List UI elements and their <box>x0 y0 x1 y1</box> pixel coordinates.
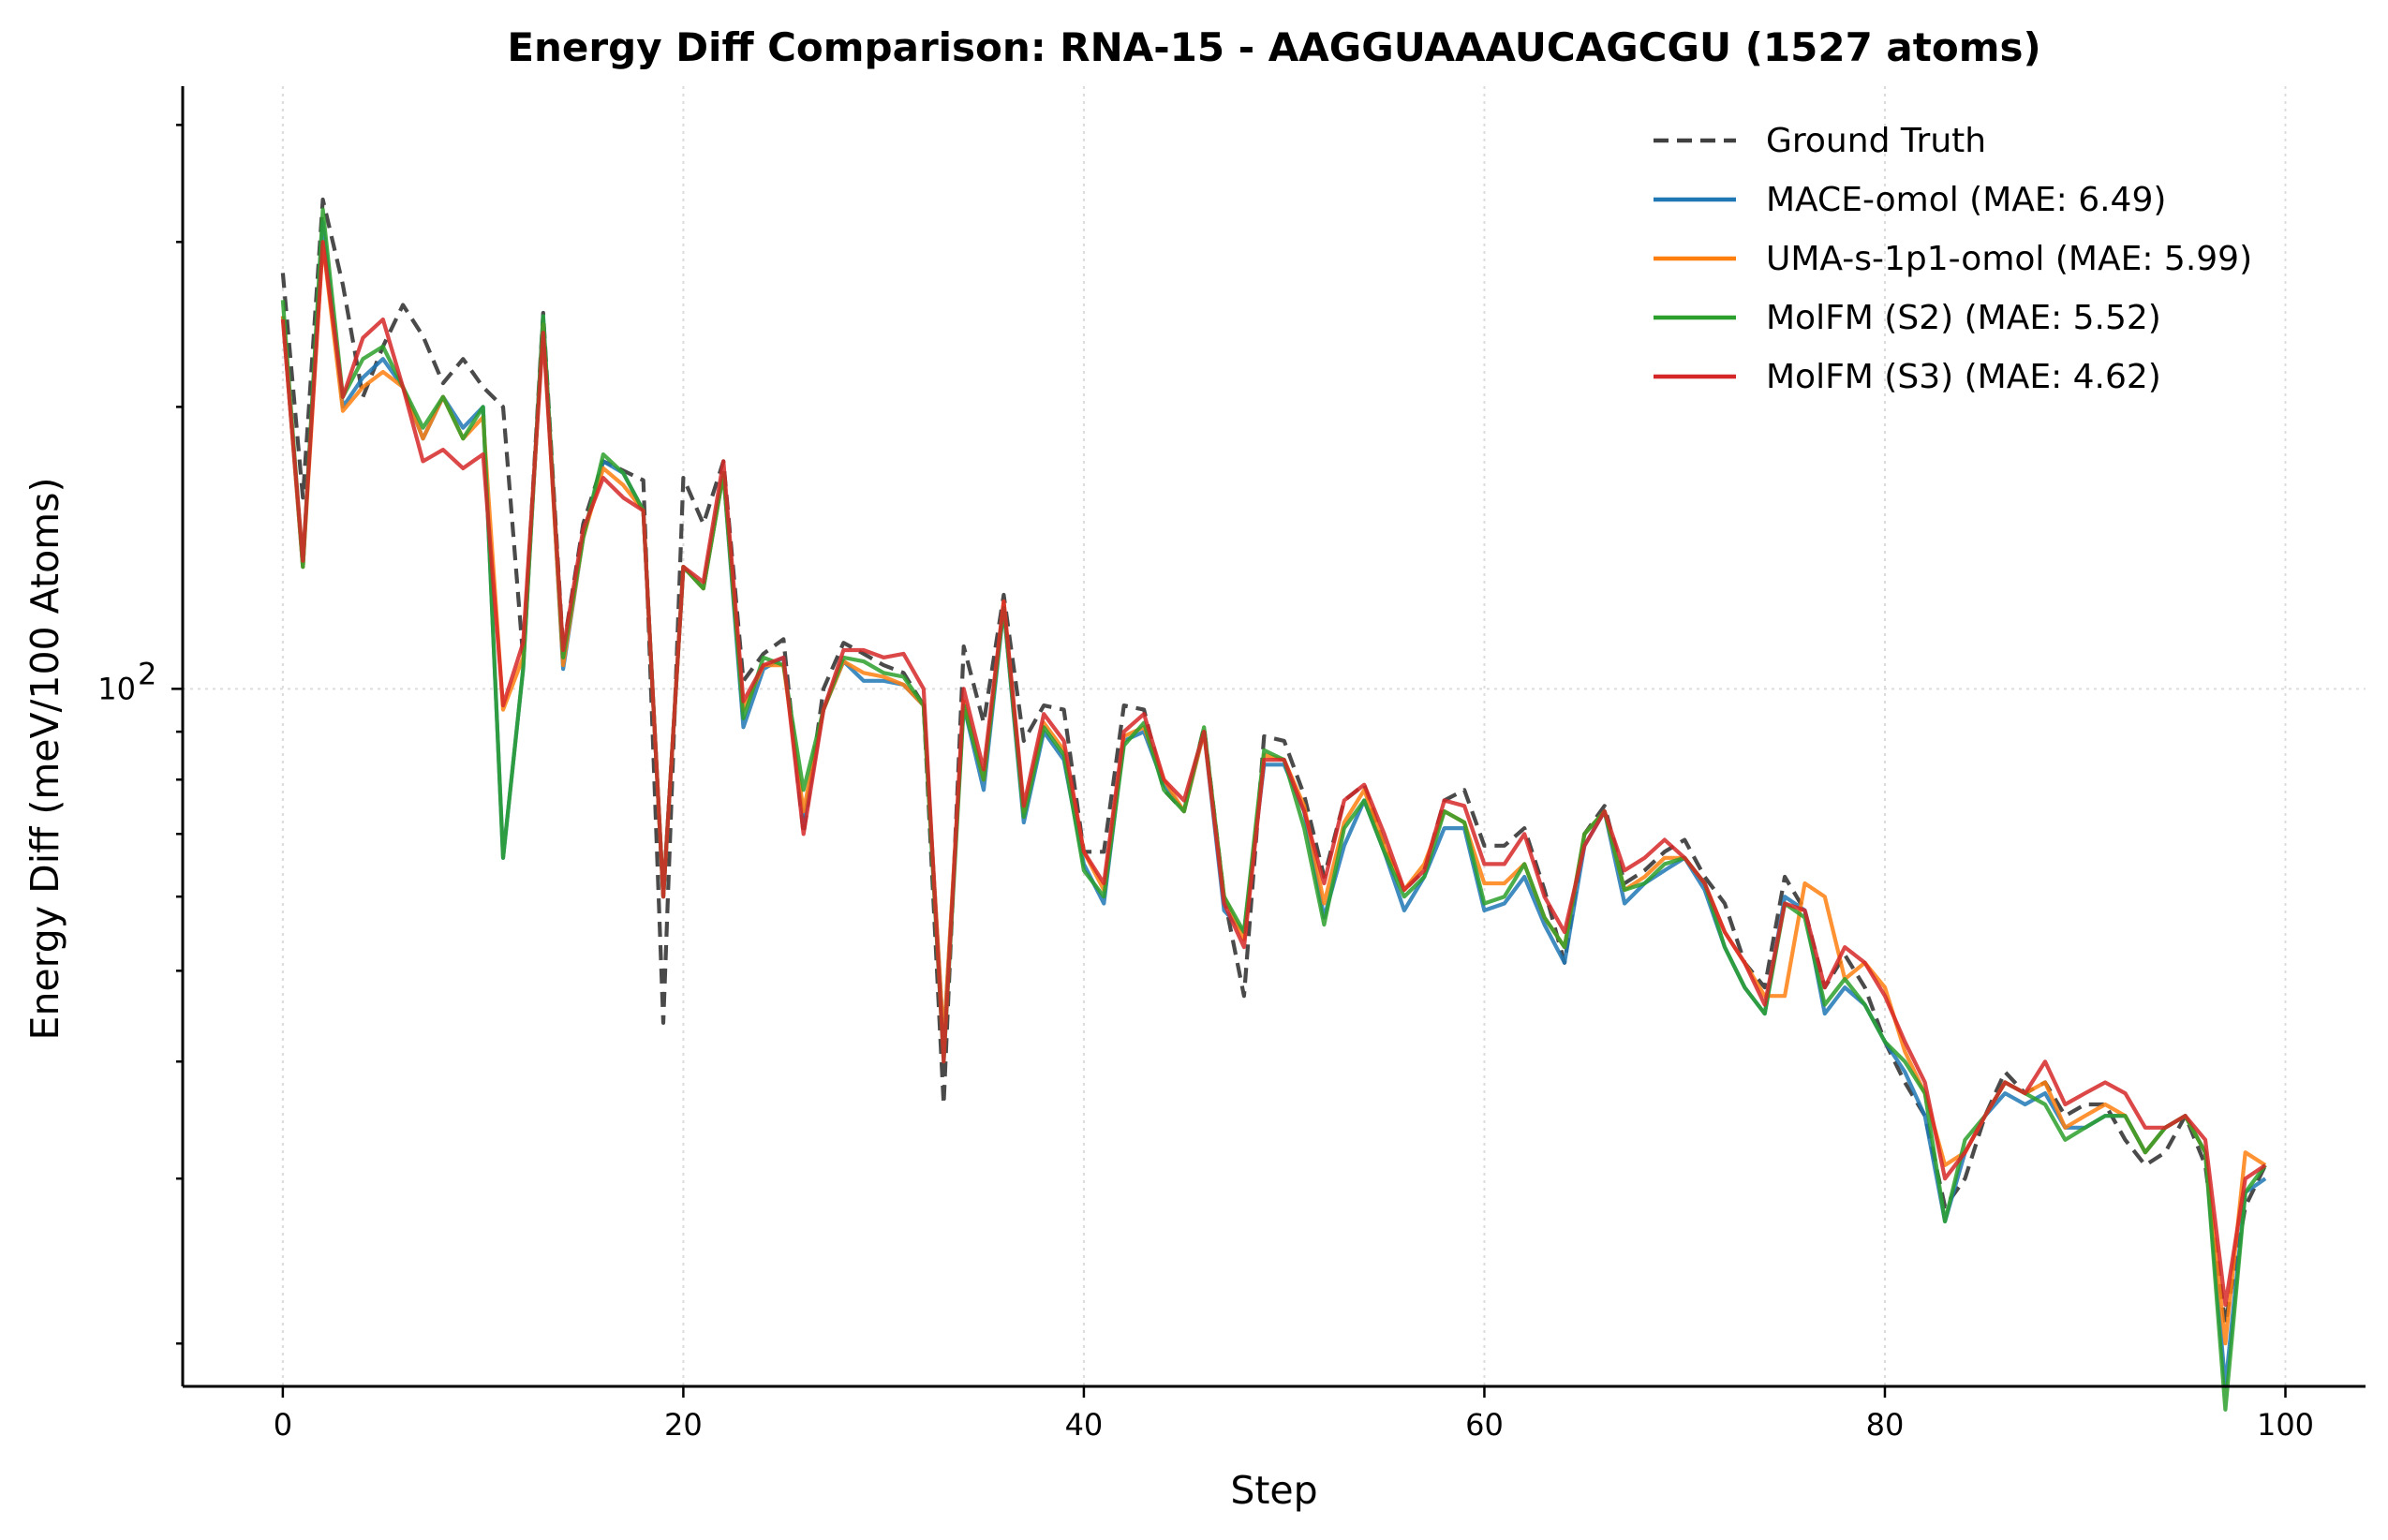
series-line-2 <box>280 240 2267 1346</box>
y-axis-label: Energy Diff (meV/100 Atoms) <box>22 478 67 1041</box>
x-axis-label: Step <box>1230 1468 1317 1513</box>
x-tick-label: 100 <box>2257 1407 2314 1443</box>
axes <box>181 86 2366 1388</box>
series-line-1 <box>280 220 2267 1389</box>
y-tick-label-exponent: 2 <box>138 656 156 691</box>
legend-label-0: Ground Truth <box>1766 122 1986 160</box>
x-tick-label: 0 <box>274 1407 292 1443</box>
legend: Ground Truth MACE-omol (MAE: 6.49) UMA-s-1… <box>1654 122 2252 396</box>
grid-lines <box>183 86 2366 1386</box>
x-tick-label: 20 <box>664 1407 703 1443</box>
chart-title: Energy Diff Comparison: RNA-15 - AAGGUAA… <box>507 24 2040 70</box>
series-line-4 <box>280 240 2267 1308</box>
y-tick-label: 10 <box>97 671 136 706</box>
legend-label-3: MolFM (S2) (MAE: 5.52) <box>1766 299 2161 337</box>
legend-label-4: MolFM (S3) (MAE: 4.62) <box>1766 358 2161 396</box>
series-line-3 <box>280 207 2267 1412</box>
x-tick-label: 60 <box>1465 1407 1504 1443</box>
legend-label-1: MACE-omol (MAE: 6.49) <box>1766 181 2166 219</box>
x-tick-label: 40 <box>1065 1407 1104 1443</box>
series-lines <box>280 197 2267 1412</box>
x-tick-label: 80 <box>1866 1407 1905 1443</box>
legend-label-2: UMA-s-1p1-omol (MAE: 5.99) <box>1766 240 2252 278</box>
tick-marks: 0 20 40 60 80 100 10 2 <box>97 124 2314 1443</box>
